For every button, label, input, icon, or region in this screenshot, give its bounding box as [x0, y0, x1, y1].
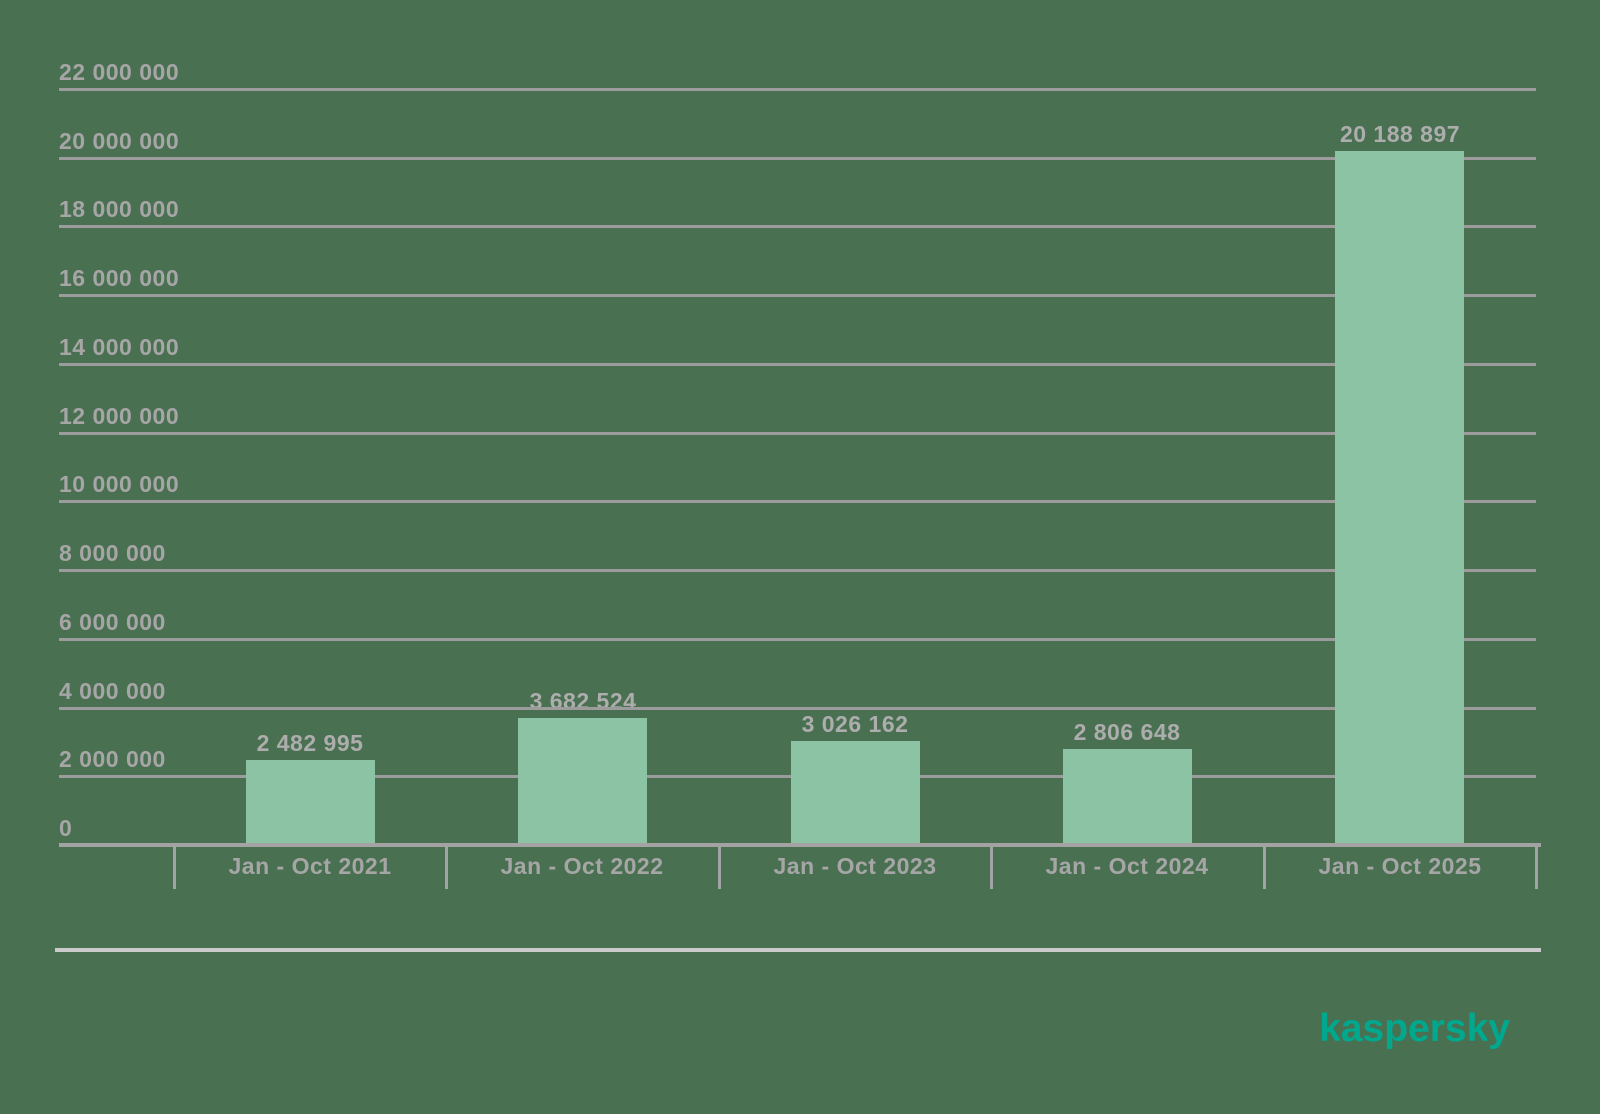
y-axis-label: 14 000 000 — [59, 334, 180, 360]
y-gridline — [59, 707, 1536, 710]
x-axis-tick — [445, 845, 448, 889]
y-gridline — [59, 157, 1536, 160]
y-axis-label: 4 000 000 — [59, 678, 166, 704]
y-gridline — [59, 294, 1536, 297]
x-axis-label: Jan - Oct 2024 — [1045, 853, 1209, 879]
x-axis-tick — [173, 845, 176, 889]
bar — [1063, 749, 1192, 845]
x-axis-tick — [1535, 845, 1538, 889]
y-gridline — [59, 88, 1536, 91]
bar — [1335, 151, 1464, 845]
x-axis-tick — [718, 845, 721, 889]
y-axis-label: 2 000 000 — [59, 746, 166, 772]
x-axis-label: Jan - Oct 2023 — [773, 853, 937, 879]
footer-divider — [55, 948, 1541, 952]
bar-value-label: 2 482 995 — [256, 730, 364, 756]
x-axis-label: Jan - Oct 2025 — [1318, 853, 1482, 879]
y-gridline — [59, 638, 1536, 641]
y-axis-label: 16 000 000 — [59, 265, 180, 291]
y-axis-label: 20 000 000 — [59, 128, 180, 154]
y-axis-label: 22 000 000 — [59, 59, 180, 85]
x-axis-label: Jan - Oct 2021 — [228, 853, 392, 879]
y-gridline — [59, 225, 1536, 228]
x-axis-tick — [1263, 845, 1266, 889]
bar-value-label: 20 188 897 — [1339, 121, 1461, 147]
y-gridline — [59, 363, 1536, 366]
bar-value-label: 2 806 648 — [1073, 719, 1181, 745]
y-axis-label: 12 000 000 — [59, 403, 180, 429]
y-gridline — [59, 500, 1536, 503]
y-axis-label: 18 000 000 — [59, 196, 180, 222]
x-axis-tick — [990, 845, 993, 889]
y-axis-label: 10 000 000 — [59, 471, 180, 497]
bar — [246, 760, 375, 845]
x-axis-label: Jan - Oct 2022 — [500, 853, 664, 879]
y-axis-label: 0 — [59, 815, 73, 841]
x-axis-line — [59, 843, 1541, 847]
bar-value-label: 3 026 162 — [801, 711, 909, 737]
y-gridline — [59, 432, 1536, 435]
kaspersky-logo: kaspersky — [1319, 1007, 1510, 1050]
y-axis-label: 8 000 000 — [59, 540, 166, 566]
y-axis-label: 6 000 000 — [59, 609, 166, 635]
bar — [791, 741, 920, 845]
y-gridline — [59, 569, 1536, 572]
bar-value-label: 3 682 524 — [529, 688, 637, 714]
bar — [518, 718, 647, 845]
